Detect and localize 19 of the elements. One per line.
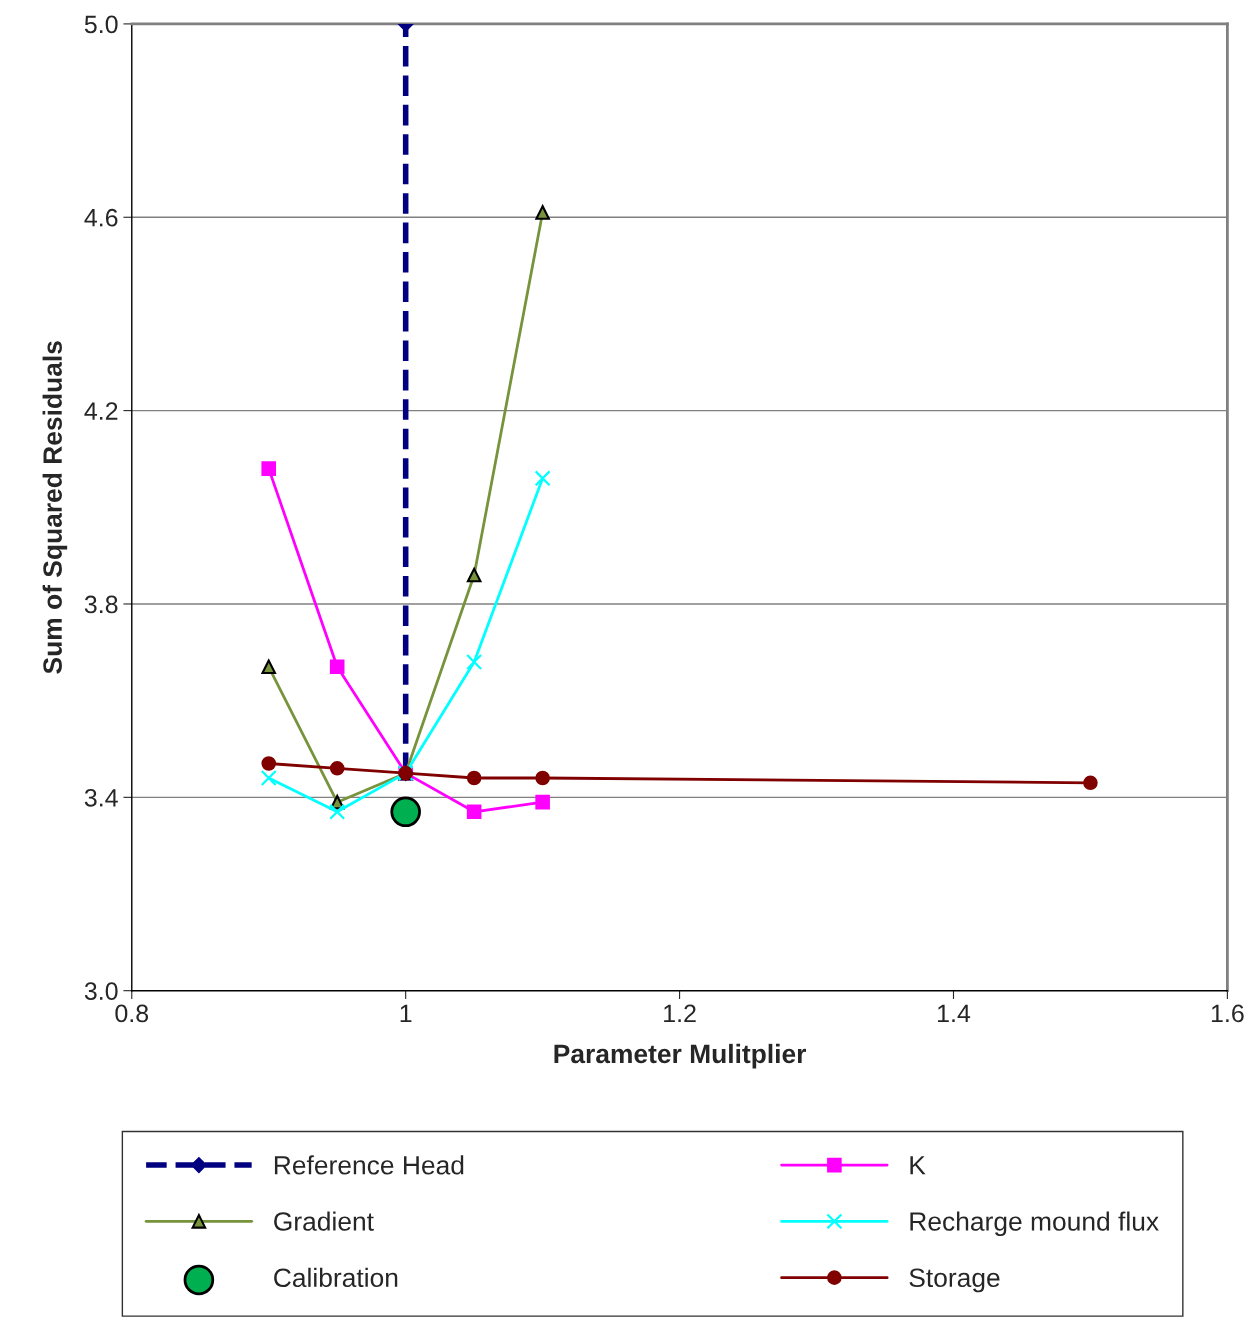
y-tick-label: 4.6 — [84, 208, 118, 227]
y-tick-label: 5.0 — [84, 15, 118, 34]
legend-label: Gradient — [274, 1211, 374, 1231]
y-axis-title: Sum of Squared Residuals — [42, 341, 68, 674]
legend-label: Reference Head — [274, 1155, 464, 1175]
x-tick-label: 0.8 — [115, 1004, 149, 1023]
x-tick-label: 1.2 — [664, 1004, 696, 1022]
y-tick-label: 3.4 — [84, 788, 118, 807]
y-tick-label: 4.2 — [84, 402, 118, 420]
x-tick-label: 1.6 — [1211, 1004, 1244, 1023]
y-tick-label: 3.8 — [84, 595, 118, 614]
legend-label: K — [910, 1156, 926, 1175]
x-tick-label: 1.4 — [938, 1004, 971, 1022]
legend-label: Recharge mound flux — [910, 1211, 1159, 1237]
legend-label: Calibration — [274, 1267, 398, 1288]
x-axis-title: Parameter Mulitplier — [554, 1043, 807, 1069]
y-tick-label: 3.0 — [84, 982, 118, 1000]
legend-label: Storage — [909, 1268, 1000, 1293]
x-tick-label: 1 — [400, 1004, 412, 1022]
